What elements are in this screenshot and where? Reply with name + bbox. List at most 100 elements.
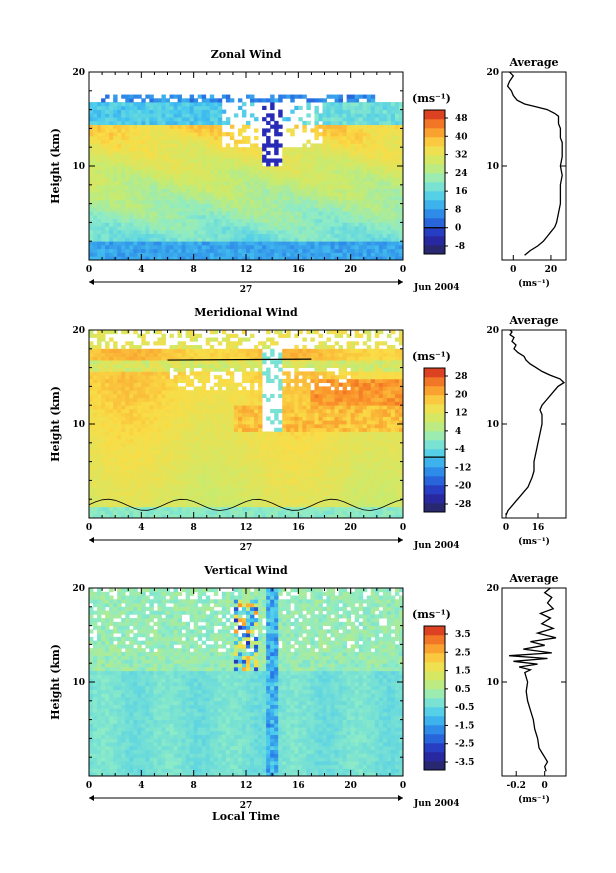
heatmap-cell: [217, 465, 223, 470]
heatmap-cell: [97, 375, 102, 380]
heatmap-cell: [137, 401, 142, 406]
heatmap-cell: [117, 472, 122, 478]
heatmap-cell: [213, 166, 219, 171]
heatmap-cell: [225, 487, 231, 493]
heatmap-cell: [298, 211, 303, 216]
heatmap-cell: [93, 244, 98, 250]
heatmap-cell: [113, 454, 118, 459]
heatmap-cell: [105, 352, 110, 357]
heatmap-cell: [105, 192, 110, 197]
heatmap-cell: [97, 102, 102, 107]
heatmap-cell: [346, 139, 352, 144]
heatmap-cell: [117, 442, 122, 447]
heatmap-cell: [189, 158, 195, 163]
heatmap-cell: [101, 450, 106, 455]
heatmap-cell: [165, 199, 170, 204]
heatmap-cell: [322, 199, 327, 204]
heatmap-cell: [390, 102, 396, 107]
heatmap-cell: [153, 506, 158, 511]
heatmap-cell: [137, 214, 142, 220]
heatmap-cell: [225, 98, 231, 103]
heatmap-cell: [398, 226, 404, 231]
heatmap-cell: [302, 94, 307, 99]
heatmap-cell: [334, 207, 339, 212]
heatmap-cell: [213, 348, 219, 353]
heatmap-cell: [358, 248, 364, 253]
heatmap-cell: [330, 207, 335, 212]
heatmap-cell: [105, 461, 110, 466]
heatmap-cell: [165, 102, 170, 107]
heatmap-cell: [382, 229, 388, 235]
heatmap-cell: [153, 143, 158, 148]
heatmap-cell: [314, 147, 319, 152]
heatmap-cell: [129, 363, 134, 368]
heatmap-cell: [370, 241, 376, 246]
heatmap-cell: [366, 120, 372, 126]
heatmap-cell: [193, 229, 199, 235]
heatmap-cell: [290, 203, 295, 208]
heatmap-cell: [157, 510, 162, 515]
heatmap-cell: [105, 203, 110, 208]
colorbar-segment: [424, 200, 445, 210]
heatmap-cell: [205, 166, 211, 171]
heatmap-cell: [149, 502, 154, 508]
colorbar-segment: [424, 155, 445, 165]
heatmap-cell: [262, 211, 267, 216]
heatmap-cell: [149, 147, 154, 152]
heatmap-cell: [318, 166, 323, 171]
heatmap-cell: [189, 147, 195, 152]
heatmap-cell: [169, 120, 174, 126]
heatmap-cell: [165, 446, 170, 451]
heatmap-cell: [89, 244, 94, 250]
heatmap-cell: [246, 241, 251, 246]
heatmap-cell: [342, 184, 348, 189]
heatmap-cell: [318, 229, 323, 235]
heatmap-cell: [181, 158, 187, 163]
heatmap-cell: [209, 420, 215, 425]
heatmap-cell: [153, 446, 158, 451]
heatmap-cell: [205, 375, 211, 380]
heatmap-cell: [201, 94, 207, 99]
heatmap-cell: [250, 181, 255, 186]
heatmap-cell: [193, 143, 199, 148]
heatmap-cell: [189, 192, 195, 197]
heatmap-cell: [209, 491, 215, 496]
heatmap-cell: [217, 378, 223, 384]
heatmap-cell: [274, 211, 279, 216]
heatmap-cell: [205, 439, 211, 444]
heatmap-cell: [225, 405, 231, 410]
heatmap-cell: [197, 420, 203, 425]
heatmap-cell: [217, 113, 223, 118]
heatmap-cell: [217, 124, 223, 129]
heatmap-cell: [394, 169, 400, 174]
heatmap-cell: [366, 98, 372, 103]
heatmap-cell: [145, 352, 150, 357]
heatmap-cell: [294, 207, 299, 212]
heatmap-cell: [157, 480, 162, 485]
heatmap-cell: [157, 222, 162, 227]
heatmap-cell: [93, 113, 98, 118]
heatmap-cell: [274, 229, 279, 235]
heatmap-cell: [117, 457, 122, 462]
heatmap-cell: [153, 442, 158, 447]
heatmap-cell: [346, 117, 352, 122]
heatmap-cell: [101, 158, 106, 163]
heatmap-cell: [97, 491, 102, 496]
heatmap-cell: [101, 214, 106, 220]
heatmap-cell: [262, 166, 267, 171]
heatmap-cell: [165, 177, 170, 182]
heatmap-cell: [129, 469, 134, 474]
heatmap-cell: [382, 124, 388, 129]
heatmap-cell: [169, 207, 174, 212]
heatmap-cell: [181, 154, 187, 159]
heatmap-cell: [189, 203, 195, 208]
heatmap-cell: [382, 109, 388, 114]
heatmap-cell: [246, 222, 251, 227]
heatmap-cell: [318, 196, 323, 201]
heatmap-cell: [354, 188, 360, 193]
heatmap-cell: [322, 222, 327, 227]
heatmap-cell: [237, 166, 243, 171]
heatmap-cell: [209, 184, 215, 189]
heatmap-cell: [101, 469, 106, 474]
heatmap-cell: [177, 408, 182, 414]
